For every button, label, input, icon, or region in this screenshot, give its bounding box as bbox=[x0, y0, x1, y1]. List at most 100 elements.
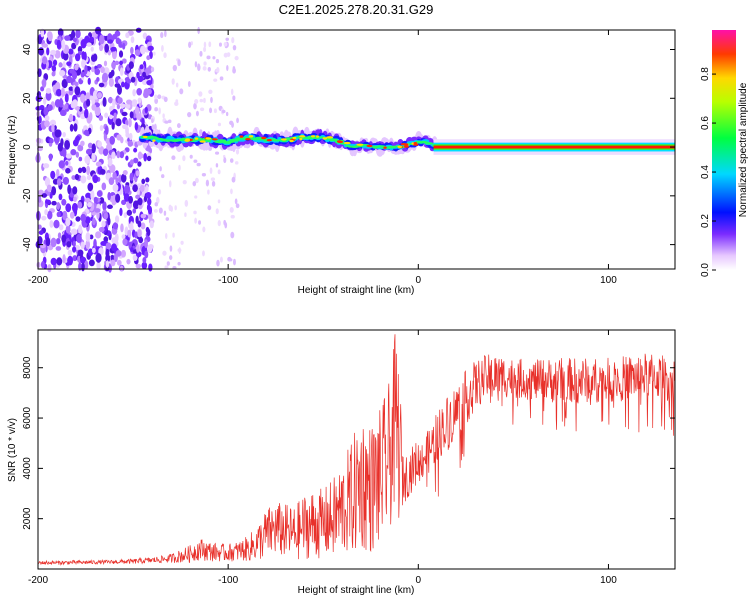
noise-cell bbox=[99, 197, 105, 204]
noise-cell bbox=[146, 155, 152, 162]
noise-cell bbox=[163, 210, 167, 216]
noise-cell bbox=[54, 129, 61, 138]
noise-cell bbox=[236, 117, 239, 124]
noise-cell bbox=[61, 78, 68, 89]
ridge-peak bbox=[194, 137, 199, 140]
noise-cell bbox=[75, 135, 81, 142]
ridge-cell bbox=[253, 138, 260, 141]
ridge-peak bbox=[356, 143, 364, 146]
noise-cell bbox=[43, 96, 47, 105]
noise-cell bbox=[103, 212, 109, 220]
noise-cell bbox=[62, 176, 69, 185]
noise-cell bbox=[90, 54, 97, 62]
noise-cell bbox=[196, 162, 201, 167]
y-tick-label: -20 bbox=[22, 188, 33, 203]
x-tick-label: 0 bbox=[416, 275, 422, 286]
noise-cell bbox=[38, 195, 42, 203]
y-tick-label: -40 bbox=[22, 237, 33, 252]
noise-cell bbox=[112, 171, 117, 180]
noise-cell bbox=[136, 244, 140, 253]
noise-cell bbox=[59, 109, 67, 117]
noise-cell bbox=[132, 208, 137, 214]
ridge-peak bbox=[185, 138, 190, 141]
noise-cell bbox=[40, 86, 45, 92]
noise-cell bbox=[203, 97, 206, 103]
noise-cell bbox=[127, 140, 134, 147]
noise-cell bbox=[137, 197, 143, 206]
noise-cell bbox=[148, 263, 153, 272]
y-tick-label: 20 bbox=[22, 92, 33, 104]
noise-cell bbox=[169, 255, 173, 261]
noise-cell bbox=[176, 123, 181, 129]
x-tick-label: 0 bbox=[416, 575, 422, 586]
noise-cell bbox=[120, 173, 127, 183]
noise-cell bbox=[85, 148, 93, 155]
noise-cell bbox=[108, 177, 115, 186]
noise-cell bbox=[172, 64, 177, 72]
noise-cell bbox=[217, 199, 221, 204]
noise-cell bbox=[99, 34, 105, 45]
noise-cell bbox=[95, 231, 102, 239]
noise-cell bbox=[80, 93, 86, 103]
noise-cell bbox=[68, 86, 74, 91]
noise-cell bbox=[141, 178, 146, 185]
noise-cell bbox=[108, 71, 113, 79]
noise-cell bbox=[53, 219, 60, 229]
noise-cell bbox=[178, 164, 181, 171]
ridge-peak bbox=[205, 137, 212, 140]
noise-cell bbox=[132, 88, 136, 97]
noise-cell bbox=[93, 238, 97, 249]
noise-cell bbox=[81, 59, 86, 69]
noise-cell bbox=[145, 177, 150, 183]
noise-cell bbox=[112, 33, 118, 40]
noise-cell bbox=[59, 98, 64, 108]
noise-cell bbox=[151, 124, 155, 130]
noise-cell bbox=[135, 194, 141, 200]
noise-cell bbox=[80, 39, 87, 49]
noise-cell bbox=[61, 87, 65, 97]
noise-cell bbox=[111, 243, 117, 252]
noise-cell bbox=[215, 163, 219, 168]
ridge-cell bbox=[430, 143, 435, 145]
noise-cell bbox=[109, 114, 113, 120]
noise-cell bbox=[58, 62, 63, 68]
noise-cell bbox=[145, 192, 152, 199]
noise-cell bbox=[93, 196, 98, 204]
noise-cell bbox=[74, 86, 81, 96]
noise-cell bbox=[122, 169, 128, 176]
noise-cell bbox=[76, 233, 82, 243]
noise-cell bbox=[72, 255, 78, 262]
noise-cell bbox=[138, 236, 144, 244]
noise-cell bbox=[66, 75, 73, 84]
noise-cell bbox=[232, 44, 237, 51]
noise-cell bbox=[174, 101, 179, 107]
noise-cell bbox=[228, 258, 233, 262]
noise-cell bbox=[202, 250, 205, 257]
noise-cell bbox=[41, 78, 47, 88]
noise-cell bbox=[126, 99, 133, 105]
ridge-peak bbox=[199, 140, 206, 143]
noise-cell bbox=[111, 61, 116, 69]
noise-cell bbox=[95, 252, 102, 263]
colorbar-gradient bbox=[712, 30, 736, 270]
noise-cell bbox=[230, 88, 234, 95]
noise-cell bbox=[146, 55, 151, 61]
noise-cell bbox=[45, 199, 51, 205]
noise-cell bbox=[81, 262, 85, 272]
noise-cell bbox=[74, 173, 80, 181]
noise-cell bbox=[221, 109, 226, 114]
noise-cell bbox=[143, 152, 148, 162]
noise-cell bbox=[87, 182, 94, 192]
noise-cell bbox=[114, 83, 121, 88]
noise-cell bbox=[36, 261, 41, 268]
noise-cell bbox=[112, 183, 119, 192]
snr-ticks: -200 -100 0 100 2000 4000 6000 8000 bbox=[22, 330, 675, 586]
noise-cell bbox=[58, 224, 64, 231]
noise-cell bbox=[120, 81, 125, 88]
noise-cell bbox=[144, 185, 149, 193]
noise-cell bbox=[64, 139, 71, 150]
noise-cell bbox=[85, 208, 90, 214]
noise-cell bbox=[101, 220, 106, 228]
ridge-peak bbox=[322, 137, 328, 140]
noise-cell bbox=[111, 151, 116, 159]
